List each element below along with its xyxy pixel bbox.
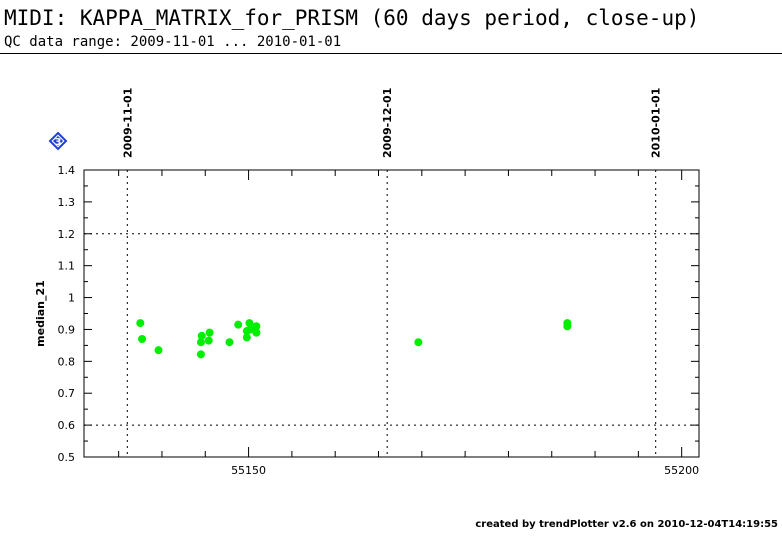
y-tick-label: 1.3	[58, 196, 76, 209]
points-layer	[136, 319, 572, 359]
data-point	[246, 325, 255, 334]
y-tick-label: 1.2	[58, 228, 76, 241]
y-axis-label: median_21	[34, 280, 47, 347]
data-point	[414, 338, 423, 347]
data-point	[245, 319, 254, 328]
y-tick-label: 1	[68, 292, 75, 305]
grid-layer	[84, 170, 699, 457]
badge-label: 3	[55, 137, 62, 148]
y-tick-label: 0.6	[58, 419, 76, 432]
chart-title: MIDI: KAPPA_MATRIX_for_PRISM (60 days pe…	[4, 6, 700, 30]
y-tick-label: 0.5	[58, 451, 76, 464]
date-marker-label: 2010-01-01	[650, 88, 663, 158]
data-point	[563, 322, 572, 331]
data-point	[154, 346, 163, 355]
data-point	[252, 328, 261, 337]
data-range-subtitle: QC data range: 2009-11-01 ... 2010-01-01	[4, 34, 342, 50]
date-marker-label: 2009-12-01	[381, 88, 394, 158]
date-marker-label: 2009-11-01	[121, 88, 134, 158]
x-tick-label: 55200	[664, 464, 699, 477]
y-tick-label: 1.1	[58, 260, 76, 273]
data-point	[196, 338, 205, 347]
header-divider	[0, 53, 782, 54]
data-point	[205, 328, 214, 337]
ticks-layer	[84, 169, 699, 458]
credit-footer: created by trendPlotter v2.6 on 2010-12-…	[475, 519, 778, 530]
data-point	[204, 336, 213, 345]
y-tick-label: 0.7	[58, 387, 76, 400]
data-point	[234, 320, 243, 329]
x-tick-label: 55150	[231, 464, 266, 477]
data-point	[252, 322, 261, 331]
data-point	[242, 333, 251, 342]
diamond-3-icon: 3	[48, 131, 68, 151]
y-tick-label: 1.4	[58, 164, 76, 177]
plot-frame	[83, 169, 700, 458]
data-point	[196, 350, 205, 359]
labels-layer: 2009-11-01 2009-12-01 2010-01-01 0.5 0.6 0.7 0…	[34, 88, 699, 477]
y-tick-label: 0.9	[58, 323, 76, 336]
data-point	[197, 331, 206, 340]
data-point	[136, 319, 145, 328]
data-point	[225, 338, 234, 347]
data-point	[138, 335, 147, 344]
y-tick-label: 0.8	[58, 355, 76, 368]
